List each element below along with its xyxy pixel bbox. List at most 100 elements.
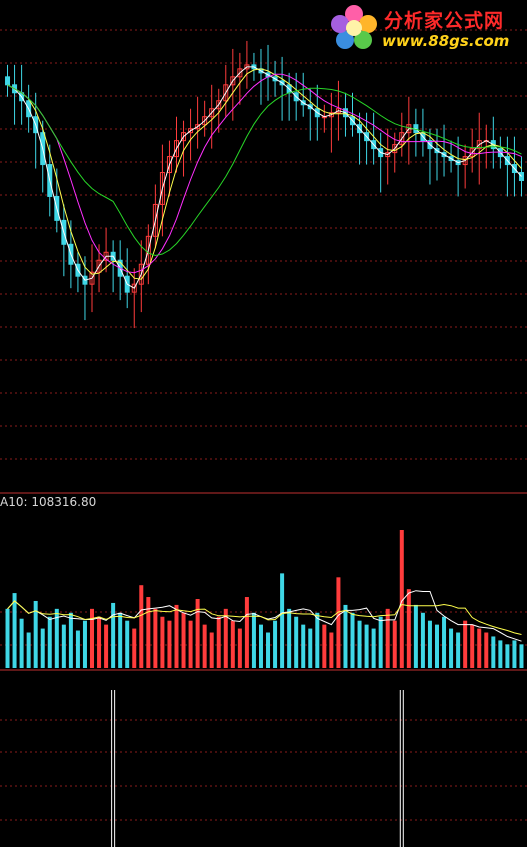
ma-longest-line	[7, 84, 522, 257]
volume-bar	[399, 530, 404, 668]
volume-bar	[364, 624, 369, 668]
volume-bar	[301, 624, 306, 668]
volume-bar	[371, 628, 376, 668]
volume-bar	[266, 632, 271, 668]
watermark-url: www.88gs.com	[382, 32, 510, 50]
volume-bar	[343, 604, 348, 668]
volume-bar	[75, 630, 80, 668]
volume-bar	[442, 616, 447, 668]
volume-bar	[90, 608, 95, 668]
volume-bar	[505, 644, 510, 668]
grid-lines	[0, 29, 527, 821]
volume-bar	[456, 632, 461, 668]
candle-body	[335, 108, 341, 114]
ma-mid-line	[7, 68, 522, 280]
volume-bar	[223, 608, 228, 668]
volume-bar	[491, 636, 496, 668]
volume-bar	[167, 620, 172, 668]
volume-bar	[498, 640, 503, 668]
volume-bar	[132, 628, 137, 668]
volume-bar	[125, 620, 130, 668]
ma-long-line	[7, 73, 522, 274]
volume-bar	[413, 604, 418, 668]
volume-bar	[40, 628, 45, 668]
price-panel	[5, 40, 524, 329]
volume-bar	[174, 604, 179, 668]
moving-average-lines	[7, 66, 522, 289]
volume-bar	[477, 628, 482, 668]
volume-bar	[54, 608, 59, 668]
volume-bar	[47, 616, 52, 668]
volume-bar	[202, 624, 207, 668]
volume-bar	[68, 612, 73, 668]
volume-bar	[244, 597, 249, 668]
volume-bar	[336, 577, 341, 668]
volume-bar	[519, 644, 524, 668]
volume-bar	[287, 608, 292, 668]
volume-bar	[322, 624, 327, 668]
volume-bar	[5, 608, 10, 668]
candle-body	[96, 259, 102, 273]
volume-bar	[209, 632, 214, 668]
candle-body	[230, 76, 236, 86]
volume-bar	[470, 624, 475, 668]
candle-body	[223, 84, 229, 102]
candle-body	[145, 235, 151, 265]
volume-bar	[139, 585, 144, 668]
volume-bar	[153, 608, 158, 668]
volume-bar	[434, 624, 439, 668]
volume-bar	[237, 628, 242, 668]
flower-logo-icon	[331, 5, 377, 49]
volume-bar	[111, 602, 116, 668]
volume-indicator-label: A10: 108316.80	[0, 495, 97, 509]
volume-bar	[294, 616, 299, 668]
volume-bar	[315, 612, 320, 668]
candle-body	[237, 68, 243, 78]
volume-bar	[82, 620, 87, 668]
volume-bar	[385, 608, 390, 668]
volume-bar	[484, 632, 489, 668]
candle-body	[166, 156, 172, 174]
volume-bar	[181, 612, 186, 668]
volume-bar	[512, 640, 517, 668]
candle-body	[462, 156, 468, 166]
candle-body	[202, 116, 208, 126]
volume-bar	[357, 620, 362, 668]
candle-body	[518, 172, 524, 182]
volume-bar	[61, 624, 66, 668]
candle-body	[385, 152, 391, 158]
volume-bar	[427, 620, 432, 668]
volume-bar	[329, 632, 334, 668]
candle-body	[476, 140, 482, 150]
volume-bar	[392, 620, 397, 668]
volume-bar	[230, 620, 235, 668]
volume-bar	[19, 618, 24, 668]
candle-body	[188, 128, 194, 134]
candle-body	[195, 124, 201, 130]
watermark-title: 分析家公式网	[384, 10, 505, 32]
candle-body	[209, 108, 215, 118]
candle-body	[89, 271, 95, 285]
volume-panel	[5, 530, 524, 668]
candle-body	[152, 203, 158, 237]
volume-bar	[160, 616, 165, 668]
volume-bar	[26, 632, 31, 668]
volume-bar	[33, 600, 38, 668]
volume-bar	[188, 620, 193, 668]
candle-body	[131, 283, 137, 293]
volume-ma-line	[7, 600, 522, 635]
volume-bar	[449, 628, 454, 668]
candle-body	[399, 132, 405, 146]
volume-bar	[251, 612, 256, 668]
ma-short-line	[7, 66, 522, 289]
volume-bar	[118, 612, 123, 668]
volume-bar	[104, 624, 109, 668]
candle-body	[159, 172, 165, 205]
candle-body	[5, 76, 11, 86]
volume-bar	[308, 628, 313, 668]
volume-bar	[12, 593, 17, 668]
volume-bar	[420, 612, 425, 668]
candle-body	[181, 132, 187, 142]
candle-body	[328, 112, 334, 118]
